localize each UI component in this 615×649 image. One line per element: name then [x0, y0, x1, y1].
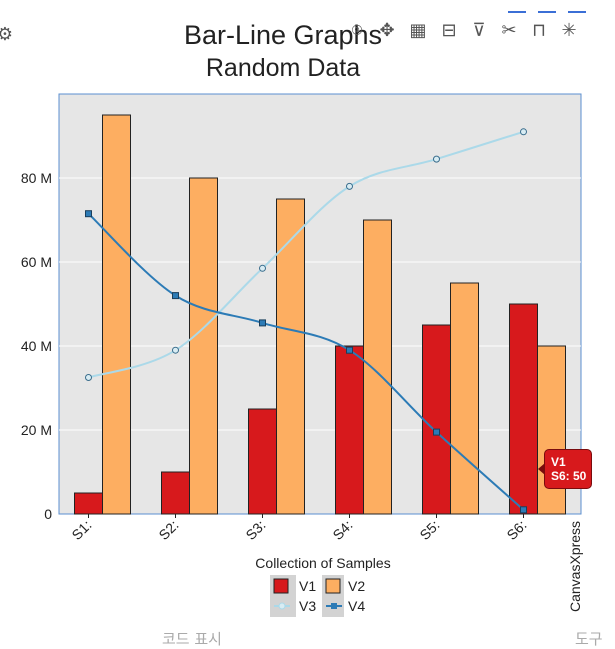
legend-swatch-v2[interactable]: [325, 578, 341, 594]
top-links[interactable]: [508, 0, 598, 13]
settings-icon[interactable]: ⚙: [0, 24, 14, 45]
x-tick-label: S6:: [503, 517, 529, 543]
chart-title: Bar-Line Graphs: [184, 20, 382, 50]
point-v4-s6[interactable]: [520, 506, 527, 514]
tooltip-series: V1: [551, 455, 566, 469]
y-tick-label: 40 M: [21, 338, 52, 354]
x-tick-label: S5:: [416, 517, 442, 543]
table-icon[interactable]: ▦: [409, 20, 427, 41]
lock-icon[interactable]: ⊓: [531, 20, 547, 41]
bar-v1-s5[interactable]: [422, 324, 451, 515]
point-v3-s2[interactable]: [172, 346, 179, 354]
y-tick-label: 80 M: [21, 170, 52, 186]
point-v4-s3[interactable]: [259, 319, 266, 327]
bar-v1-s4[interactable]: [335, 345, 364, 515]
bar-v1-s3[interactable]: [248, 408, 277, 515]
bar-v1-s6[interactable]: [509, 303, 538, 515]
bar-v2-s1[interactable]: [102, 114, 131, 515]
tooltip-arrow: [538, 463, 545, 475]
show-code-link[interactable]: 코드 표시: [162, 630, 222, 648]
x-tick-label: S2:: [155, 517, 181, 543]
fullscreen-icon[interactable]: ✳: [561, 20, 577, 41]
camera-icon[interactable]: ⌾: [351, 20, 363, 41]
point-v3-s4[interactable]: [346, 182, 353, 190]
bar-v2-s5[interactable]: [450, 282, 479, 515]
y-tick-label: 0: [44, 506, 52, 522]
point-v4-s5[interactable]: [433, 428, 440, 436]
series-lines[interactable]: [85, 128, 527, 514]
plot-area[interactable]: [58, 93, 582, 515]
tools-link[interactable]: 도구: [575, 630, 603, 648]
legend-label-v4: V4: [348, 598, 365, 614]
grid-lines: [59, 177, 581, 431]
legend[interactable]: V1 V2 V3 V4: [270, 575, 365, 617]
filter-icon[interactable]: ⊽: [472, 20, 486, 41]
legend-marker-v4: [331, 603, 337, 609]
point-v4-s1[interactable]: [85, 210, 92, 218]
line-v3[interactable]: [88, 130, 524, 379]
legend-label-v1: V1: [299, 578, 316, 594]
legend-swatch-v1[interactable]: [273, 578, 289, 594]
legend-label-v2: V2: [348, 578, 365, 594]
tools-icon[interactable]: ✂: [501, 20, 517, 41]
tooltip: V1 S6: 50: [544, 449, 592, 489]
point-v4-s2[interactable]: [172, 292, 179, 300]
x-tick-label: S3:: [242, 517, 268, 543]
x-tick-label: S1:: [68, 517, 94, 543]
y-axis: 0 20 M 40 M 60 M 80 M: [21, 170, 52, 522]
watermark: CanvasXpress: [567, 521, 583, 612]
point-v3-s1[interactable]: [85, 374, 92, 381]
bar-v2-s3[interactable]: [276, 198, 305, 515]
x-tick-label: S4:: [329, 517, 355, 543]
bars[interactable]: [74, 114, 566, 515]
legend-label-v3: V3: [299, 598, 316, 614]
legend-marker-v3: [278, 602, 286, 610]
x-axis: S1: S2: S3: S4: S5: S6:: [68, 514, 530, 543]
bar-v1-s1[interactable]: [74, 492, 103, 515]
move-icon[interactable]: ✥: [379, 20, 395, 41]
bar-v2-s2[interactable]: [189, 177, 218, 515]
tooltip-value: S6: 50: [551, 469, 587, 483]
column-config-icon[interactable]: ⊟: [441, 20, 457, 41]
x-axis-label: Collection of Samples: [255, 555, 390, 571]
chart-subtitle: Random Data: [206, 54, 360, 82]
y-tick-label: 20 M: [21, 422, 52, 438]
line-v4[interactable]: [87, 212, 525, 511]
point-v3-s3[interactable]: [259, 264, 266, 272]
bar-v1-s2[interactable]: [161, 471, 190, 515]
point-v3-s6[interactable]: [520, 128, 527, 136]
bar-v2-s4[interactable]: [363, 219, 392, 515]
point-v3-s5[interactable]: [433, 155, 440, 163]
y-tick-label: 60 M: [21, 254, 52, 270]
point-v4-s4[interactable]: [346, 346, 353, 354]
